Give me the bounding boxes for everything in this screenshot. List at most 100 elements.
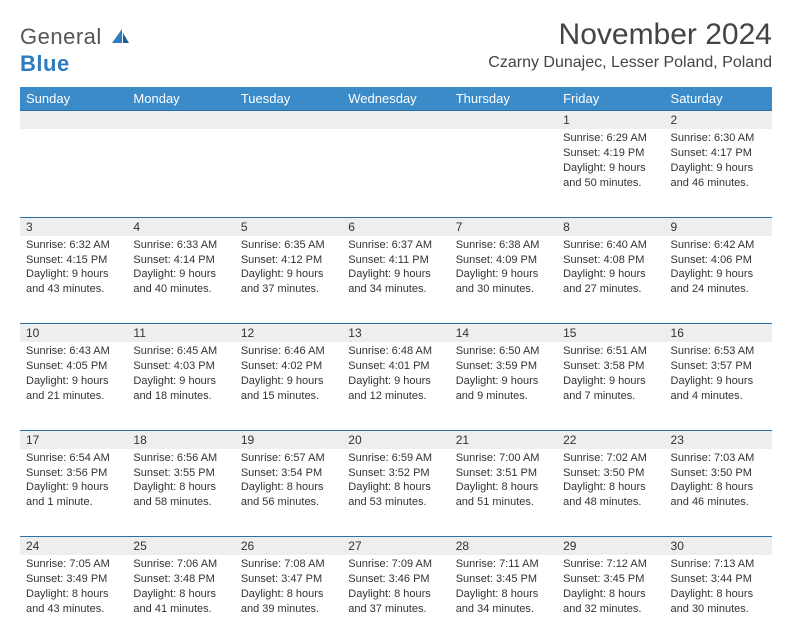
day-cell — [342, 129, 449, 217]
day-ss: Sunset: 3:45 PM — [563, 572, 658, 587]
day-details: Sunrise: 6:46 AMSunset: 4:02 PMDaylight:… — [235, 342, 342, 407]
day-number-cell: 23 — [665, 430, 772, 449]
day-number-cell: 28 — [450, 537, 557, 556]
day-ss: Sunset: 3:51 PM — [456, 466, 551, 481]
title-block: November 2024 Czarny Dunajec, Lesser Pol… — [488, 18, 772, 72]
day-number-cell: 27 — [342, 537, 449, 556]
day-d2: and 40 minutes. — [133, 282, 228, 297]
day-cell: Sunrise: 6:45 AMSunset: 4:03 PMDaylight:… — [127, 342, 234, 430]
day-d1: Daylight: 8 hours — [456, 480, 551, 495]
day-d2: and 48 minutes. — [563, 495, 658, 510]
day-cell: Sunrise: 6:38 AMSunset: 4:09 PMDaylight:… — [450, 236, 557, 324]
day-ss: Sunset: 3:59 PM — [456, 359, 551, 374]
day-d2: and 37 minutes. — [348, 602, 443, 617]
day-number-cell: 6 — [342, 217, 449, 236]
day-d1: Daylight: 9 hours — [671, 161, 766, 176]
day-details: Sunrise: 6:38 AMSunset: 4:09 PMDaylight:… — [450, 236, 557, 301]
day-ss: Sunset: 3:44 PM — [671, 572, 766, 587]
day-d1: Daylight: 9 hours — [671, 267, 766, 282]
day-details: Sunrise: 6:29 AMSunset: 4:19 PMDaylight:… — [557, 129, 664, 194]
day-d2: and 46 minutes. — [671, 495, 766, 510]
day-number-cell: 8 — [557, 217, 664, 236]
day-number-cell: 19 — [235, 430, 342, 449]
day-details: Sunrise: 7:05 AMSunset: 3:49 PMDaylight:… — [20, 555, 127, 620]
day-number-cell: 16 — [665, 324, 772, 343]
day-cell — [450, 129, 557, 217]
day-cell: Sunrise: 7:09 AMSunset: 3:46 PMDaylight:… — [342, 555, 449, 643]
day-d1: Daylight: 9 hours — [26, 267, 121, 282]
day-details: Sunrise: 7:12 AMSunset: 3:45 PMDaylight:… — [557, 555, 664, 620]
day-number-row: 12 — [20, 111, 772, 130]
day-number-cell: 11 — [127, 324, 234, 343]
day-details: Sunrise: 6:35 AMSunset: 4:12 PMDaylight:… — [235, 236, 342, 301]
header: General Blue November 2024 Czarny Dunaje… — [20, 18, 772, 77]
day-d2: and 58 minutes. — [133, 495, 228, 510]
day-ss: Sunset: 4:05 PM — [26, 359, 121, 374]
day-d2: and 41 minutes. — [133, 602, 228, 617]
day-d2: and 30 minutes. — [456, 282, 551, 297]
day-cell — [235, 129, 342, 217]
day-sr: Sunrise: 6:37 AM — [348, 238, 443, 253]
day-d2: and 27 minutes. — [563, 282, 658, 297]
day-ss: Sunset: 3:50 PM — [671, 466, 766, 481]
location: Czarny Dunajec, Lesser Poland, Poland — [488, 54, 772, 72]
day-details: Sunrise: 6:56 AMSunset: 3:55 PMDaylight:… — [127, 449, 234, 514]
day-number-cell: 5 — [235, 217, 342, 236]
day-details: Sunrise: 6:54 AMSunset: 3:56 PMDaylight:… — [20, 449, 127, 514]
day-number-cell: 13 — [342, 324, 449, 343]
day-d2: and 32 minutes. — [563, 602, 658, 617]
day-d1: Daylight: 8 hours — [563, 480, 658, 495]
day-cell: Sunrise: 6:29 AMSunset: 4:19 PMDaylight:… — [557, 129, 664, 217]
day-d1: Daylight: 9 hours — [241, 267, 336, 282]
day-number-cell — [342, 111, 449, 130]
day-number-row: 24252627282930 — [20, 537, 772, 556]
day-d1: Daylight: 8 hours — [26, 587, 121, 602]
day-d1: Daylight: 9 hours — [26, 374, 121, 389]
day-d2: and 18 minutes. — [133, 389, 228, 404]
day-details: Sunrise: 6:59 AMSunset: 3:52 PMDaylight:… — [342, 449, 449, 514]
day-d2: and 39 minutes. — [241, 602, 336, 617]
day-details: Sunrise: 6:32 AMSunset: 4:15 PMDaylight:… — [20, 236, 127, 301]
day-details: Sunrise: 6:42 AMSunset: 4:06 PMDaylight:… — [665, 236, 772, 301]
day-cell: Sunrise: 6:51 AMSunset: 3:58 PMDaylight:… — [557, 342, 664, 430]
day-cell: Sunrise: 6:48 AMSunset: 4:01 PMDaylight:… — [342, 342, 449, 430]
brand-text: General Blue — [20, 24, 130, 77]
day-sr: Sunrise: 6:56 AM — [133, 451, 228, 466]
day-cell: Sunrise: 6:43 AMSunset: 4:05 PMDaylight:… — [20, 342, 127, 430]
day-number-cell — [235, 111, 342, 130]
day-d1: Daylight: 9 hours — [563, 161, 658, 176]
day-content-row: Sunrise: 6:29 AMSunset: 4:19 PMDaylight:… — [20, 129, 772, 217]
day-sr: Sunrise: 6:54 AM — [26, 451, 121, 466]
day-d1: Daylight: 8 hours — [671, 587, 766, 602]
day-ss: Sunset: 3:58 PM — [563, 359, 658, 374]
day-d1: Daylight: 8 hours — [348, 480, 443, 495]
calendar-page: General Blue November 2024 Czarny Dunaje… — [0, 0, 792, 612]
day-number-cell: 2 — [665, 111, 772, 130]
day-sr: Sunrise: 6:48 AM — [348, 344, 443, 359]
day-number-cell: 24 — [20, 537, 127, 556]
day-d2: and 7 minutes. — [563, 389, 658, 404]
day-cell: Sunrise: 6:56 AMSunset: 3:55 PMDaylight:… — [127, 449, 234, 537]
day-details: Sunrise: 7:03 AMSunset: 3:50 PMDaylight:… — [665, 449, 772, 514]
day-number-cell: 22 — [557, 430, 664, 449]
day-d1: Daylight: 9 hours — [456, 267, 551, 282]
day-cell: Sunrise: 6:53 AMSunset: 3:57 PMDaylight:… — [665, 342, 772, 430]
day-ss: Sunset: 3:54 PM — [241, 466, 336, 481]
calendar-body: 12Sunrise: 6:29 AMSunset: 4:19 PMDayligh… — [20, 111, 772, 643]
day-number-cell — [450, 111, 557, 130]
day-details: Sunrise: 6:48 AMSunset: 4:01 PMDaylight:… — [342, 342, 449, 407]
day-d2: and 50 minutes. — [563, 176, 658, 191]
brand-logo: General Blue — [20, 18, 130, 77]
day-sr: Sunrise: 7:09 AM — [348, 557, 443, 572]
brand-blue: Blue — [20, 51, 70, 76]
day-d1: Daylight: 9 hours — [133, 374, 228, 389]
weekday-tue: Tuesday — [235, 87, 342, 111]
day-details: Sunrise: 7:09 AMSunset: 3:46 PMDaylight:… — [342, 555, 449, 620]
day-d2: and 12 minutes. — [348, 389, 443, 404]
day-cell: Sunrise: 7:12 AMSunset: 3:45 PMDaylight:… — [557, 555, 664, 643]
weekday-wed: Wednesday — [342, 87, 449, 111]
day-sr: Sunrise: 7:02 AM — [563, 451, 658, 466]
day-content-row: Sunrise: 6:43 AMSunset: 4:05 PMDaylight:… — [20, 342, 772, 430]
day-sr: Sunrise: 6:45 AM — [133, 344, 228, 359]
day-d1: Daylight: 9 hours — [348, 267, 443, 282]
